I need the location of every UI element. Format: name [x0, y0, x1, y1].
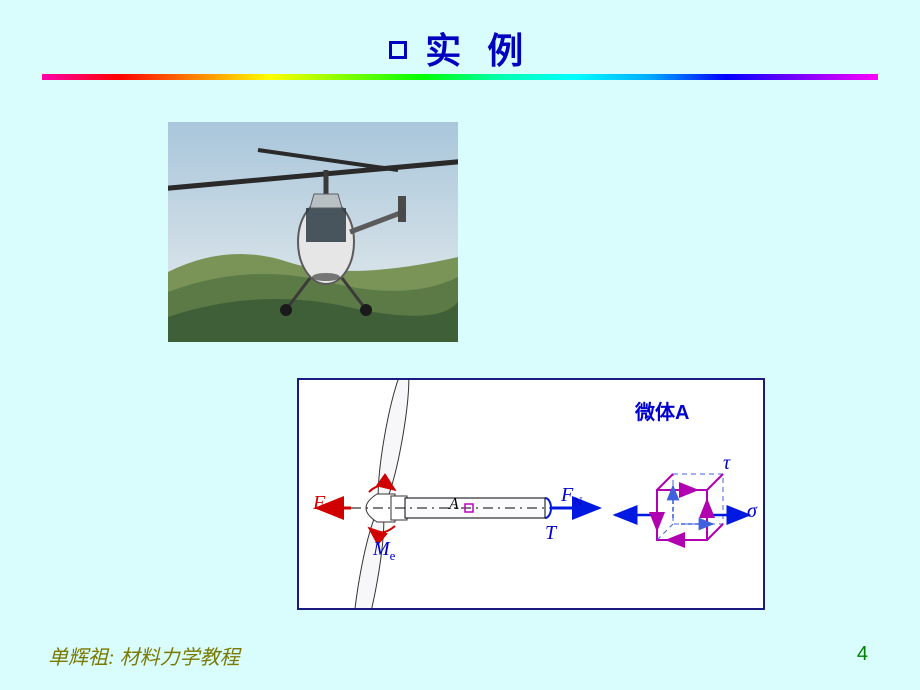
autogyro-photo: [168, 122, 458, 342]
label-sigma: σ: [747, 500, 757, 523]
label-FN: FN: [561, 484, 583, 510]
rainbow-divider: [42, 74, 878, 80]
label-T: T: [545, 522, 556, 545]
label-A: A: [449, 496, 459, 514]
slide-title-area: 实 例: [0, 0, 920, 74]
bullet-square-icon: [389, 41, 407, 59]
label-F: F: [313, 492, 325, 515]
footer-credit: 单辉祖: 材料力学教程: [48, 641, 240, 670]
micro-body-label: 微体A: [635, 396, 689, 425]
slide-title: 实 例: [425, 30, 531, 71]
page-number: 4: [857, 643, 868, 666]
mechanics-diagram: 微体A F Me A FN T τ σ: [297, 378, 765, 610]
label-Me: Me: [373, 538, 395, 564]
label-tau: τ: [723, 452, 730, 475]
